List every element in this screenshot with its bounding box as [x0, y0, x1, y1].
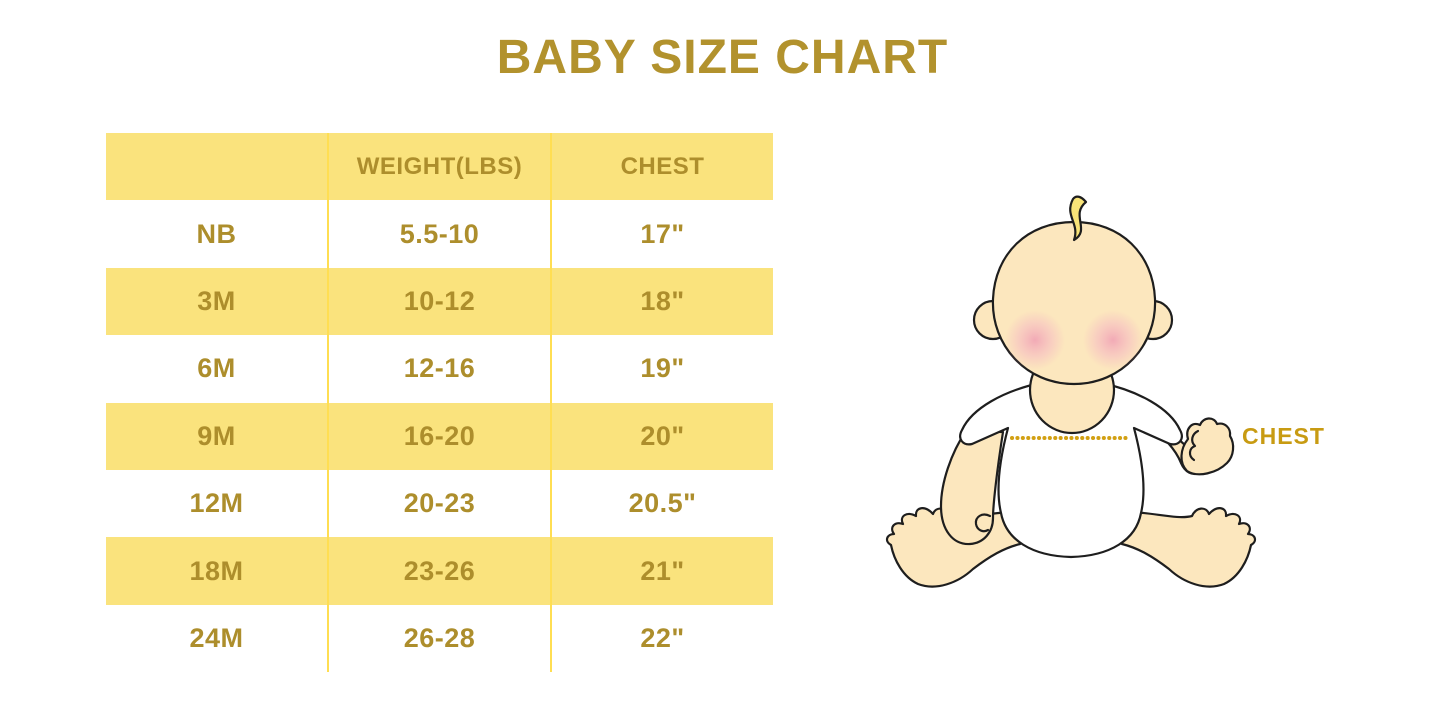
table-row-6m: 6M 12-16 19" [106, 335, 773, 403]
table-row-nb: NB 5.5-10 17" [106, 200, 773, 268]
table-row-18m: 18M 23-26 21" [106, 537, 773, 605]
table-cell-size: 18M [189, 555, 244, 586]
table-cell-size: 9M [197, 420, 236, 451]
header-chest: CHEST [550, 133, 773, 201]
baby-left-cheek [1005, 310, 1065, 370]
table-header-row: WEIGHT(LBS) CHEST [106, 133, 773, 201]
table-cell-size: 6M [197, 353, 236, 384]
table-cell-chest: 21" [550, 537, 773, 605]
table-cell-size: 24M [189, 622, 244, 653]
chest-measure-label: CHEST [1242, 423, 1325, 449]
baby-torso-shirt [959, 381, 1183, 559]
table-row-9m: 9M 16-20 20" [106, 402, 773, 470]
table-cell-size: 12M [189, 488, 244, 519]
header-weight-lbs: WEIGHT(LBS) [327, 133, 550, 201]
table-cell-weight_lbs: 10-12 [327, 267, 550, 336]
table-cell-weight_lbs: 5.5-10 [327, 200, 550, 268]
baby-left-hand-curl [974, 513, 992, 533]
table-cell-weight_lbs: 26-28 [327, 604, 550, 673]
table-row-24m: 24M 26-28 22" [106, 604, 773, 673]
table-cell-chest: 20.5" [550, 469, 773, 538]
size-table: WEIGHT(LBS) CHEST NB 5.5-10 17" 3M 10-12 18" 6… [106, 133, 773, 673]
page-title: BABY SIZE CHART [496, 31, 949, 84]
table-cell-size: 3M [197, 285, 236, 316]
header-size [106, 133, 327, 200]
table-cell-chest: 22" [550, 604, 773, 673]
baby-illustration: CHEST [868, 185, 1348, 625]
table-row-12m: 12M 20-23 20.5" [106, 469, 773, 538]
baby-hair-tuft [1069, 195, 1088, 242]
table-cell-weight_lbs: 23-26 [327, 537, 550, 605]
baby-right-cheek [1083, 310, 1143, 370]
table-cell-chest: 17" [550, 200, 773, 268]
table-cell-weight_lbs: 12-16 [327, 335, 550, 403]
table-cell-chest: 19" [550, 335, 773, 403]
baby-right-leg [1114, 507, 1257, 588]
table-cell-chest: 20" [550, 402, 773, 470]
table-cell-weight_lbs: 16-20 [327, 402, 550, 470]
table-cell-chest: 18" [550, 267, 773, 336]
baby-fist-fingers [1188, 429, 1200, 462]
table-body: NB 5.5-10 17" 3M 10-12 18" 6M 12-16 19" 9M 16-20 20… [106, 200, 773, 673]
table-cell-size: NB [196, 218, 237, 249]
baby-right-fist [1180, 417, 1235, 476]
baby-illustration-svg [885, 195, 1257, 588]
table-cell-weight_lbs: 20-23 [327, 469, 550, 538]
table-row-3m: 3M 10-12 18" [106, 267, 773, 336]
